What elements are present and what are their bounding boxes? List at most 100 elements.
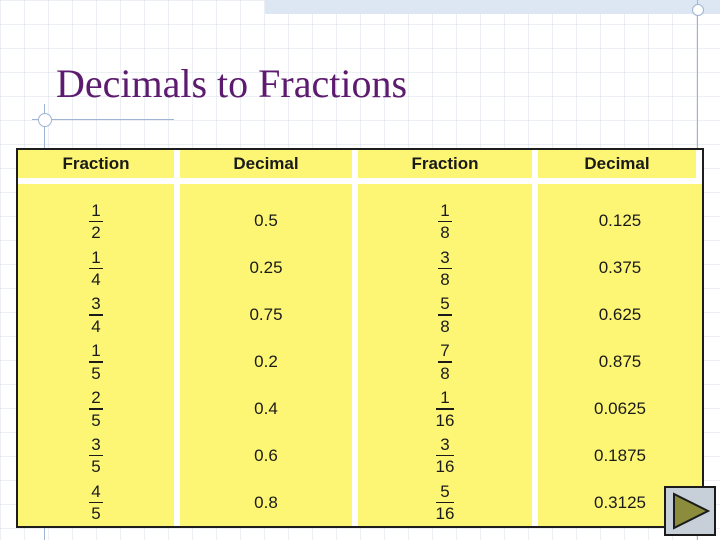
fraction-bar [438,314,452,316]
numerator: 5 [440,481,450,501]
fraction-bar [435,408,455,410]
header-decimal-1: Decimal [180,150,358,184]
numerator: 3 [91,434,101,454]
header-decimal-2: Decimal [538,150,702,184]
decimal-cell: 0.0625 [594,398,646,418]
denominator: 4 [91,316,101,336]
numerator: 1 [91,341,101,361]
numerator: 7 [440,341,450,361]
fraction-bar [435,454,455,457]
decimal-cell: 0.125 [598,211,642,231]
decimal-column-left: 0.5 0.25 0.75 0.2 0.4 0.6 0.8 [180,184,358,526]
numerator: 3 [440,247,450,267]
numerator: 1 [440,388,450,408]
slide-title: Decimals to Fractions [56,61,408,106]
numerator: 1 [91,200,101,220]
top-decoration-band [265,0,720,14]
fraction-bar [435,501,455,504]
fraction-bar [89,267,103,270]
fraction-cell: 5 16 [358,479,532,526]
numerator: 4 [91,481,101,501]
numerator: 2 [91,388,101,408]
decimal-cell: 0.75 [249,305,283,325]
decimal-cell: 0.625 [598,305,642,325]
header-fraction-2: Fraction [358,150,538,184]
header-fraction-1: Fraction [18,150,180,184]
fraction-cell: 3 16 [358,432,532,479]
numerator: 1 [440,200,450,220]
title-decoration-knob [38,113,52,127]
denominator: 4 [91,270,101,290]
numerator: 3 [91,294,101,314]
decimal-cell: 0.375 [598,258,642,278]
decimal-cell: 0.6 [254,445,278,465]
denominator: 5 [91,504,101,524]
fraction-bar [89,454,103,457]
fraction: 5 16 [435,481,455,524]
denominator: 16 [435,457,455,477]
denominator: 16 [435,410,455,430]
numerator: 5 [440,294,450,314]
decimal-cell: 0.25 [249,258,283,278]
decimal-cell: 0.3125 [594,492,646,512]
decimal-cell: 0.4 [254,398,278,418]
numerator: 3 [440,434,450,454]
denominator: 8 [440,363,450,383]
play-triangle-icon [673,492,710,530]
denominator: 5 [91,457,101,477]
decimal-cell: 0.2 [254,352,278,371]
fraction-cell: 1 16 [358,385,532,432]
fraction: 1 16 [435,388,455,430]
fraction-bar [438,220,452,223]
fraction-bar [438,267,452,270]
fraction: 3 16 [435,434,455,477]
fraction-bar [89,314,103,316]
denominator: 5 [91,410,101,430]
fraction-bar [89,361,103,363]
denominator: 8 [440,270,450,290]
fraction-column-right: 1 8 3 8 5 8 7 8 1 16 3 16 5 16 [358,184,538,526]
decimal-cell: 0.8 [254,492,278,512]
decimal-cell: 0.875 [598,352,642,371]
denominator: 8 [440,223,450,243]
fraction-bar [89,220,103,223]
decimal-cell: 0.5 [254,211,278,231]
denominator: 16 [435,504,455,524]
fraction-bar [438,361,452,363]
denominator: 5 [91,363,101,383]
decimal-cell: 0.1875 [594,445,646,465]
denominator: 2 [91,223,101,243]
fraction-bar [89,408,103,410]
title-decoration-horizontal-rule [32,119,174,120]
next-slide-button[interactable] [664,486,716,536]
right-decoration-knob [692,4,704,16]
decimal-column-right: 0.125 0.375 0.625 0.875 0.0625 0.1875 0.3125 [538,184,702,526]
conversion-table-frame [16,148,704,528]
denominator: 8 [440,316,450,336]
fraction-bar [89,501,103,504]
